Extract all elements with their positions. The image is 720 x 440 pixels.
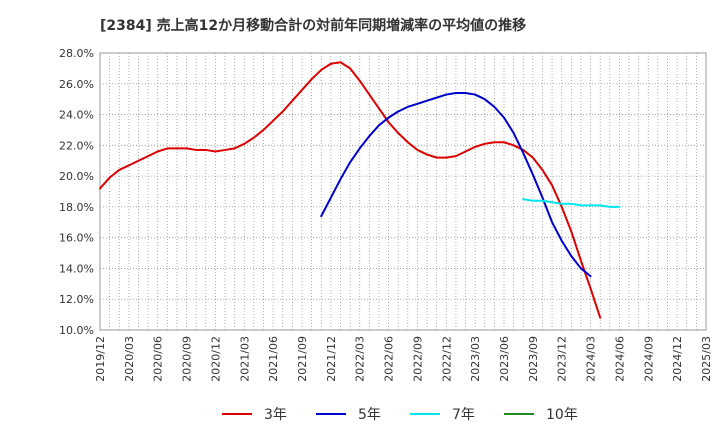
legend-label: 10年 [546,407,578,423]
x-tick-label: 2020/09 [181,336,194,382]
grid [100,53,706,330]
series-line-5年 [320,92,592,278]
x-tick-label: 2022/06 [383,336,396,382]
x-tick-label: 2020/12 [209,336,222,382]
y-tick-label: 10.0% [59,324,94,337]
x-tick-label: 2021/06 [267,336,280,382]
x-tick-label: 2022/03 [354,336,367,382]
y-tick-label: 12.0% [59,293,94,306]
series-lines [99,61,621,319]
y-tick-label: 22.0% [59,139,94,152]
series-line-3年 [99,61,602,319]
x-tick-label: 2020/03 [123,336,136,382]
x-tick-label: 2025/03 [700,336,713,382]
chart-title: [2384] 売上高12か月移動合計の対前年同期増減率の平均値の推移 [100,17,526,34]
legend-label: 3年 [264,407,287,423]
y-tick-label: 18.0% [59,201,94,214]
x-tick-label: 2024/03 [585,336,598,382]
x-tick-label: 2024/12 [671,336,684,382]
y-tick-label: 20.0% [59,170,94,183]
x-tick-label: 2023/03 [469,336,482,382]
legend-label: 5年 [358,407,381,423]
legend: 3年 5年 7年 10年 [222,407,578,423]
x-tick-label: 2023/06 [498,336,511,382]
x-tick-label: 2020/06 [152,336,165,382]
plot-area [99,52,707,331]
x-tick-label: 2021/09 [296,336,309,382]
x-axis-ticks: 2019/12 2020/03 2020/06 2020/09 2020/12 2021/… [94,336,713,382]
x-tick-label: 2023/12 [556,336,569,382]
x-tick-label: 2024/06 [613,336,626,382]
x-tick-label: 2023/09 [527,336,540,382]
y-axis-ticks: 10.0% 12.0% 14.0% 16.0% 18.0% 20.0% 22.0% 24.0%… [59,47,94,337]
legend-label: 7年 [452,407,475,423]
x-tick-label: 2022/12 [440,336,453,382]
x-tick-label: 2022/09 [411,336,424,382]
y-tick-label: 28.0% [59,47,94,60]
x-tick-label: 2024/09 [642,336,655,382]
y-tick-label: 14.0% [59,262,94,275]
y-tick-label: 16.0% [59,232,94,245]
y-tick-label: 26.0% [59,78,94,91]
x-tick-label: 2021/03 [238,336,251,382]
series-line-7年 [522,198,621,208]
y-tick-label: 24.0% [59,109,94,122]
x-tick-label: 2019/12 [94,336,107,382]
x-tick-label: 2021/12 [325,336,338,382]
